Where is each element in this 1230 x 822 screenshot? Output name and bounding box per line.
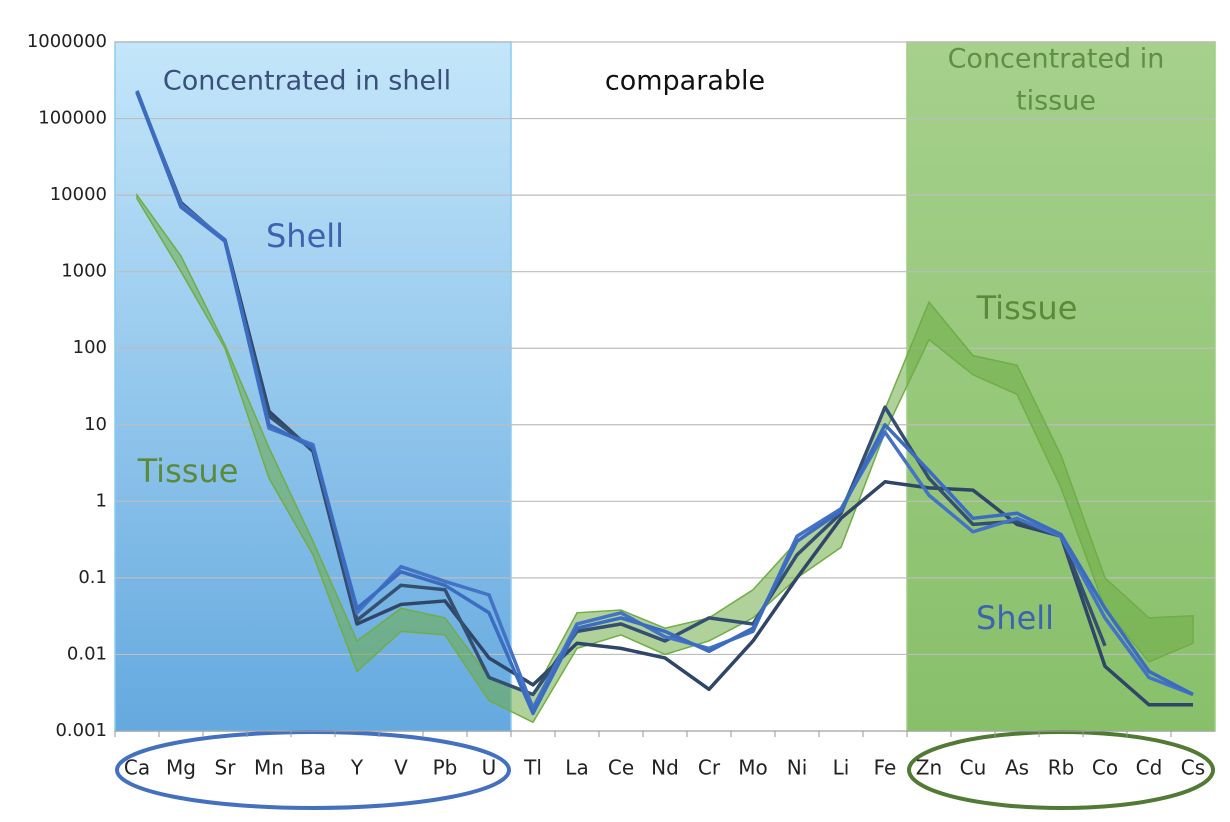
region-label: tissue [1016, 86, 1096, 117]
y-tick-label: 10000 [50, 184, 107, 205]
region-label: comparable [605, 66, 765, 97]
x-tick-label: Tl [523, 756, 542, 780]
x-tick-label: Ni [787, 756, 808, 780]
y-tick-label: 0.01 [67, 643, 107, 664]
x-tick-label: La [565, 756, 588, 780]
x-tick-label: Cu [960, 756, 987, 780]
annotation: Shell [266, 217, 344, 255]
x-tick-label: Mo [738, 756, 768, 780]
annotation: Shell [976, 599, 1054, 637]
x-tick-label: Fe [874, 756, 897, 780]
y-tick-label: 1000 [61, 261, 107, 282]
y-tick-label: 0.001 [55, 720, 107, 741]
x-tick-label: Y [350, 756, 364, 780]
x-tick-label: U [482, 756, 497, 780]
x-tick-label: V [394, 756, 408, 780]
x-tick-label: Cd [1136, 756, 1163, 780]
y-tick-label: 100000 [38, 108, 107, 129]
x-tick-label: Rb [1048, 756, 1075, 780]
region [906, 41, 1216, 732]
x-tick-label: Zn [916, 756, 942, 780]
x-tick-label: As [1005, 756, 1029, 780]
region-ellipse [115, 730, 511, 810]
x-tick-label: Nd [651, 756, 679, 780]
shell-line [135, 91, 1194, 716]
y-tick-label: 1 [96, 490, 107, 511]
x-tick-label: Cr [698, 756, 721, 780]
x-tick-label: Mg [166, 756, 196, 780]
y-tick-label: 0.1 [78, 567, 107, 588]
x-tick-label: Mn [254, 756, 284, 780]
region [114, 41, 512, 732]
annotation: Tissue [137, 452, 239, 490]
shell-line [135, 90, 1194, 710]
x-tick-label: Sr [215, 756, 237, 780]
region-label: Concentrated in shell [163, 66, 451, 97]
y-tick-label: 1000000 [27, 31, 107, 52]
y-tick-label: 100 [73, 337, 107, 358]
y-tick-label: 10 [84, 414, 107, 435]
region-ellipse [907, 730, 1215, 810]
x-tick-label: Pb [433, 756, 458, 780]
x-tick-label: Cs [1181, 756, 1205, 780]
x-tick-label: Ca [124, 756, 150, 780]
annotation: Tissue [976, 289, 1078, 327]
region-label: Concentrated in [948, 44, 1165, 75]
x-tick-label: Ce [608, 756, 634, 780]
x-tick-label: Co [1092, 756, 1118, 780]
x-tick-label: Ba [300, 756, 326, 780]
x-tick-label: Li [833, 756, 850, 780]
